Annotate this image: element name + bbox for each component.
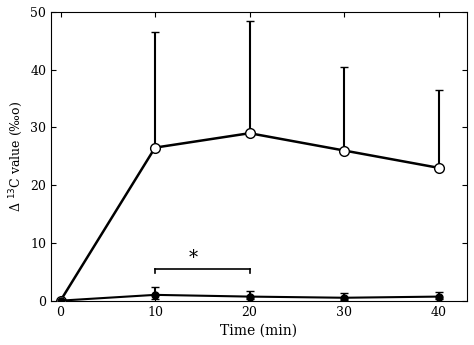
- Y-axis label: Δ $^{13}$C value (‰o): Δ $^{13}$C value (‰o): [7, 101, 25, 212]
- Text: *: *: [188, 249, 198, 267]
- X-axis label: Time (min): Time (min): [220, 324, 298, 338]
